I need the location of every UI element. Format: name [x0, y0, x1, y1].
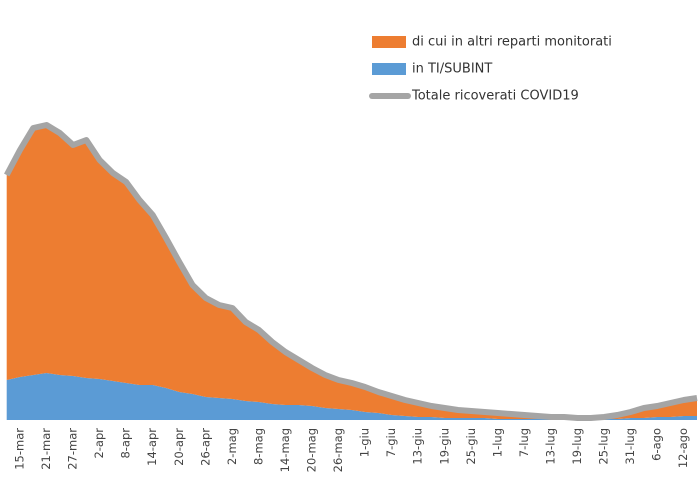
x-tick-label: 8-apr	[119, 428, 133, 459]
x-tick-label: 1-lug	[490, 428, 504, 457]
x-tick-label: 14-mag	[278, 428, 292, 472]
x-tick-label: 26-apr	[198, 428, 212, 466]
x-tick-label: 13-lug	[543, 428, 557, 465]
x-tick-label: 25-lug	[597, 428, 611, 465]
legend-swatch	[372, 63, 406, 75]
x-tick-label: 1-giu	[358, 428, 372, 457]
x-tick-label: 2-mag	[225, 428, 239, 465]
x-tick-label: 20-apr	[172, 428, 186, 466]
x-tick-label: 13-giu	[411, 428, 425, 465]
line	[4, 122, 698, 421]
x-tick-label: 20-mag	[305, 428, 319, 472]
x-tick-label: 19-giu	[437, 428, 451, 465]
legend-label: Totale ricoverati COVID19	[411, 89, 579, 104]
x-tick-label: 6-ago	[650, 428, 664, 461]
x-tick-label: 12-ago	[676, 428, 690, 468]
legend-swatch	[372, 36, 406, 48]
x-tick-label: 7-lug	[517, 428, 531, 457]
x-tick-label: 7-giu	[384, 428, 398, 457]
x-tick-label: 19-lug	[570, 428, 584, 465]
x-tick-label: 21-mar	[39, 428, 53, 470]
x-tick-label: 31-lug	[623, 428, 637, 465]
x-tick-label: 25-giu	[464, 428, 478, 465]
x-tick-label: 15-mar	[12, 428, 26, 470]
legend-label: in TI/SUBINT	[412, 62, 492, 77]
legend-label: di cui in altri reparti monitorati	[412, 35, 612, 50]
x-tick-label: 27-mar	[66, 428, 80, 470]
x-tick-label: 26-mag	[331, 428, 345, 472]
x-tick-label: 8-mag	[251, 428, 265, 465]
x-tick-label: 2-apr	[92, 428, 106, 459]
x-tick-label: 14-apr	[145, 428, 159, 466]
area	[6, 125, 697, 419]
area	[6, 373, 697, 420]
